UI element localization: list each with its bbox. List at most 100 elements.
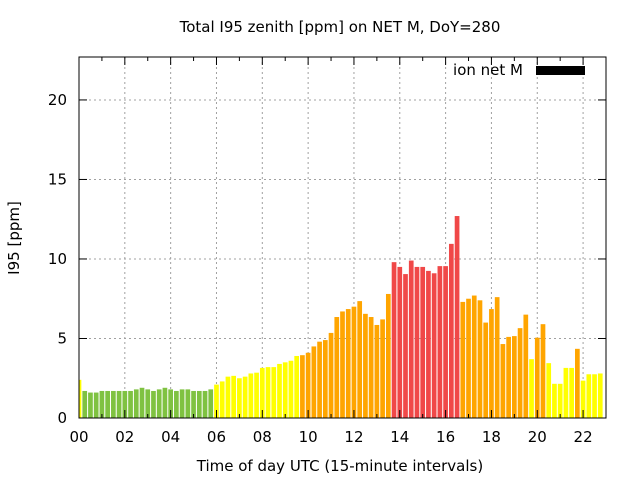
bar [317, 341, 322, 418]
bar [282, 362, 288, 418]
x-axis-label: Time of day UTC (15-minute intervals) [196, 457, 483, 475]
legend-swatch [536, 66, 585, 75]
bar [552, 383, 557, 418]
x-tick-label: 18 [482, 428, 501, 446]
x-tick-label: 00 [69, 428, 88, 446]
bar [99, 390, 105, 418]
bar [133, 389, 139, 418]
bar [397, 266, 403, 418]
bar [305, 352, 311, 418]
bar [597, 373, 603, 418]
bars-layer [79, 216, 603, 418]
x-tick-label: 10 [299, 428, 318, 446]
x-tick-label: 06 [207, 428, 226, 446]
bar [202, 390, 208, 418]
bar [334, 317, 340, 418]
bar [156, 389, 162, 418]
bar [128, 390, 133, 418]
bar [122, 390, 128, 418]
x-tick-label: 02 [115, 428, 134, 446]
bar [403, 274, 408, 418]
bar [580, 380, 586, 418]
bar [471, 295, 477, 418]
bar [242, 376, 248, 418]
bar [460, 301, 466, 418]
bar [408, 260, 414, 418]
bar [93, 392, 99, 418]
bar [322, 340, 328, 418]
bar [523, 314, 529, 418]
chart-title: Total I95 zenith [ppm] on NET M, DoY=280 [179, 18, 501, 36]
bar [288, 360, 294, 418]
x-tick-label: 08 [253, 428, 272, 446]
bar [328, 332, 334, 418]
legend: ion net M [453, 61, 585, 79]
bar [391, 262, 397, 418]
bar [563, 367, 569, 418]
bar [592, 374, 597, 418]
bar [357, 301, 363, 418]
x-tick-label: 22 [574, 428, 593, 446]
bar [489, 309, 494, 418]
bar [351, 306, 357, 418]
bar [185, 389, 191, 418]
y-tick-label: 0 [57, 409, 67, 427]
ticks-layer: 0 5 10 15 20 00 02 04 06 08 10 12 14 16 18 20 22 [48, 57, 606, 446]
bar [546, 363, 552, 418]
x-tick-label: 14 [390, 428, 409, 446]
bar [231, 375, 237, 418]
x-tick-label: 12 [344, 428, 363, 446]
bar [385, 293, 391, 418]
bar [162, 387, 168, 418]
y-axis-label: I95 [ppm] [5, 201, 23, 275]
bar [139, 387, 145, 418]
bar [225, 376, 231, 418]
bar [443, 266, 448, 418]
bar [380, 319, 385, 418]
bar [437, 266, 443, 418]
bar [294, 355, 300, 418]
plot-frame [78, 56, 607, 419]
bar [431, 273, 437, 418]
bar [466, 298, 471, 418]
bar [145, 389, 151, 418]
x-tick-label: 16 [436, 428, 455, 446]
bar [82, 390, 88, 418]
bar [277, 363, 282, 418]
bar [237, 378, 242, 418]
bar [500, 344, 506, 418]
bar [517, 328, 523, 418]
bar [569, 367, 574, 418]
bar [111, 390, 116, 418]
bar [345, 309, 351, 418]
bar [557, 383, 563, 418]
bar [477, 300, 483, 418]
bar [219, 381, 225, 418]
x-tick-label: 20 [528, 428, 547, 446]
bar [271, 367, 277, 418]
bar [454, 216, 460, 418]
bar [259, 367, 265, 418]
bar [540, 324, 546, 418]
bar [214, 384, 219, 418]
bar [363, 313, 368, 418]
bar [374, 324, 380, 418]
bar [511, 336, 517, 418]
bar [311, 346, 317, 418]
bar [265, 367, 271, 418]
bar [79, 379, 82, 418]
bar [168, 389, 174, 418]
bar [494, 297, 500, 418]
y-tick-label: 15 [48, 170, 67, 188]
bar [254, 372, 259, 418]
bar [174, 390, 179, 418]
x-tick-label: 04 [161, 428, 180, 446]
bar [196, 390, 202, 418]
bar [88, 392, 93, 418]
bar [105, 390, 110, 418]
legend-label: ion net M [453, 61, 523, 79]
y-tick-label: 5 [57, 329, 67, 347]
bar [448, 243, 454, 418]
bar [179, 389, 185, 418]
